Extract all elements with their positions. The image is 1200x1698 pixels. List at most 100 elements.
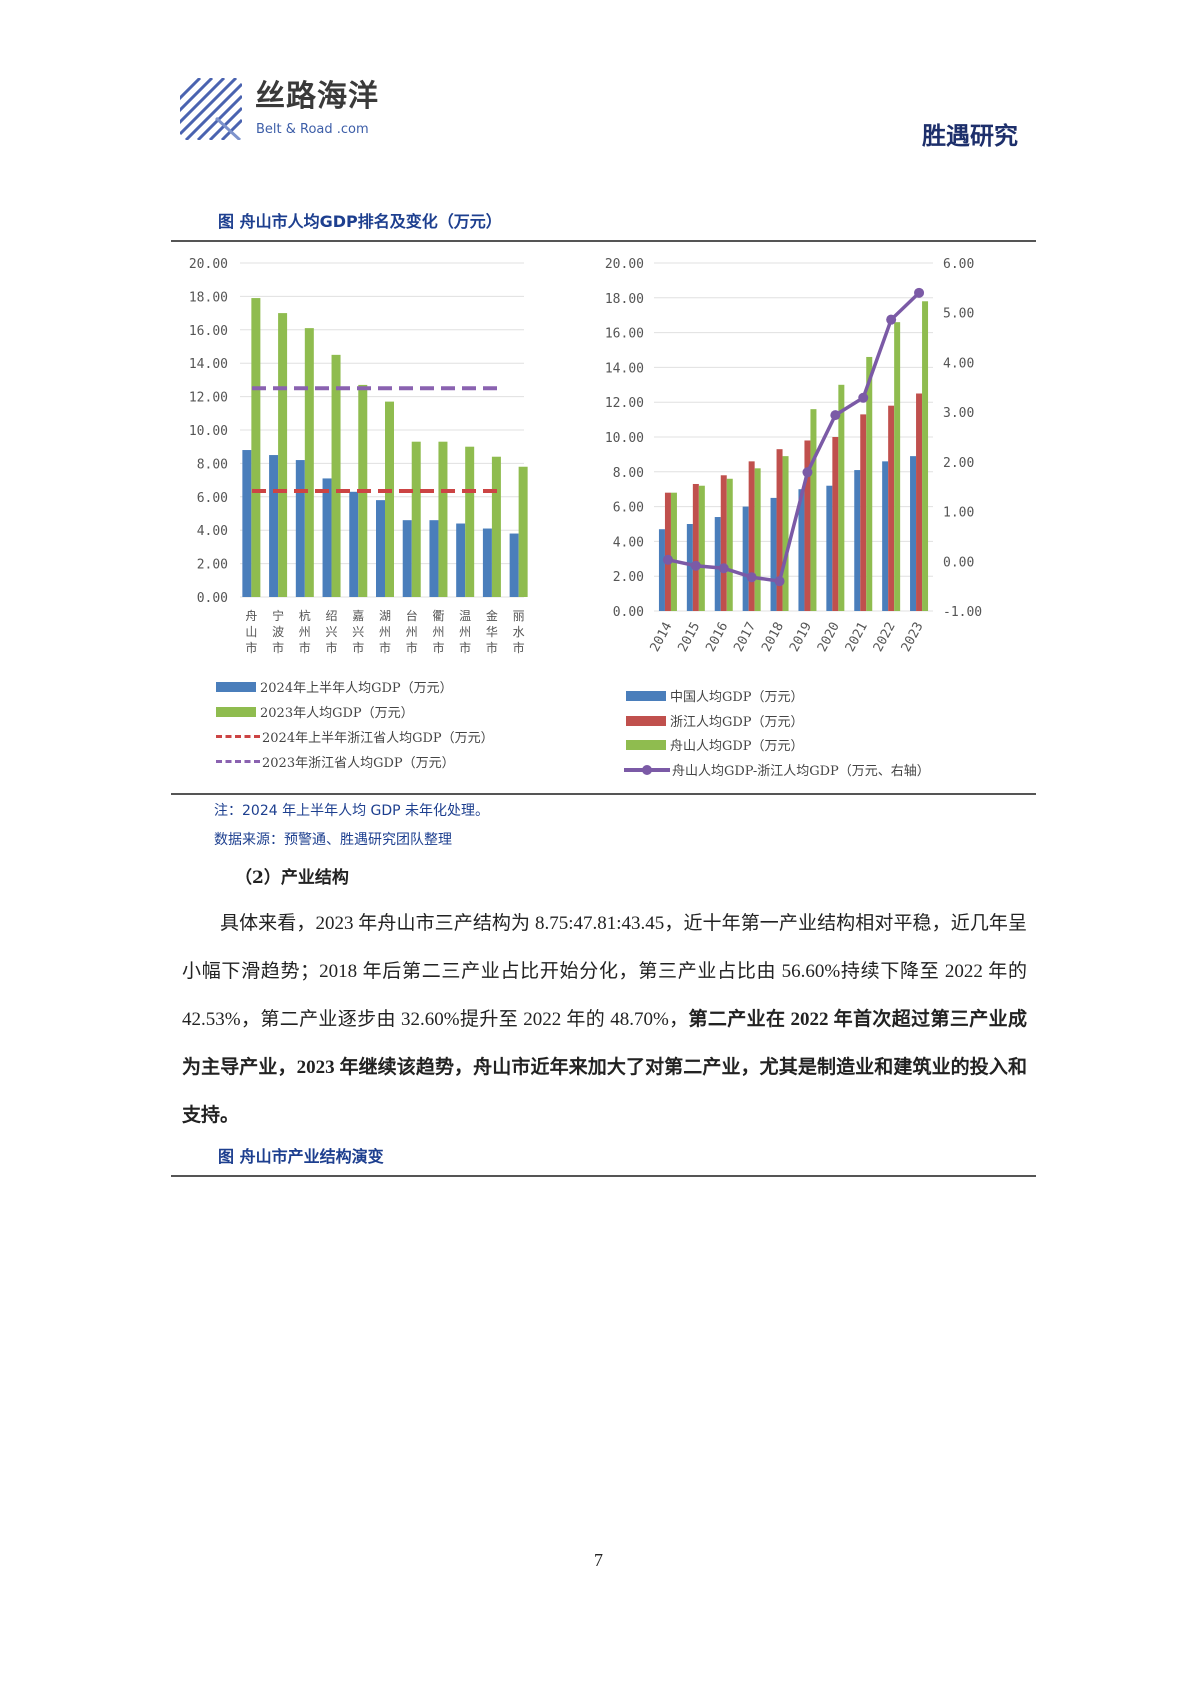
x-tick-label-char: 温 xyxy=(459,609,471,623)
x-tick-label-char: 市 xyxy=(245,640,257,655)
bar-2024h1 xyxy=(242,450,252,597)
logo-english-name: Belt & Road .com xyxy=(256,122,369,137)
bar-zhoushan xyxy=(810,409,817,611)
x-tick-label-char: 杭 xyxy=(299,608,311,623)
logo-chinese-name: 丝路海洋 xyxy=(255,79,379,114)
x-tick-label-char: 台 xyxy=(406,608,418,623)
y-tick-label: 6.00 xyxy=(197,491,228,506)
difference-point xyxy=(802,467,813,478)
bar-zhejiang xyxy=(720,475,727,611)
y-tick-label: 8.00 xyxy=(613,466,644,481)
legend-swatch xyxy=(216,760,260,763)
bar-china xyxy=(798,489,805,611)
bar-zhejiang xyxy=(748,461,755,611)
bar-2024h1 xyxy=(349,491,359,597)
x-tick-label-char: 衢 xyxy=(432,609,444,623)
x-tick-label-char: 绍 xyxy=(326,609,338,623)
bar-2024h1 xyxy=(482,528,492,597)
bar-zhoushan xyxy=(754,468,761,611)
bar-zhoushan xyxy=(922,301,929,611)
section-paragraph: 具体来看，2023 年舟山市三产结构为 8.75:47.81:43.45，近十年… xyxy=(182,900,1027,1140)
y2-tick-label: 0.00 xyxy=(943,555,974,570)
x-tick-label: 2020 xyxy=(815,620,843,655)
bar-2024h1 xyxy=(429,520,439,597)
x-tick-label-char: 市 xyxy=(459,640,471,655)
chart-gdp-trend: 0.00 2.00 4.00 6.00 8.00 10.00 12.00 14.00 16.00… xyxy=(605,257,982,655)
legend-item: 中国人均GDP（万元） xyxy=(626,686,804,705)
bar-zhoushan xyxy=(670,492,677,611)
difference-point xyxy=(662,554,673,565)
chart-city-gdp-ranking: 0.00 2.00 4.00 6.00 8.00 10.00 12.00 14.00 16.00… xyxy=(189,257,528,655)
bar-2023 xyxy=(465,446,475,597)
y-tick-label: 16.00 xyxy=(189,324,228,339)
x-tick-label-char: 嘉 xyxy=(352,609,364,623)
difference-point xyxy=(774,576,785,587)
x-tick-label-char: 市 xyxy=(272,640,284,655)
difference-point xyxy=(690,560,701,571)
legend-swatch xyxy=(626,690,666,701)
figure1-note: 注：2024 年上半年人均 GDP 未年化处理。 xyxy=(214,803,490,819)
bar-zhejiang xyxy=(888,405,895,611)
x-tick-label-char: 市 xyxy=(406,640,418,655)
x-tick-label-char: 兴 xyxy=(326,625,338,639)
bar-zhejiang xyxy=(776,449,783,611)
x-tick-label-char: 市 xyxy=(352,640,364,655)
bar-2023 xyxy=(491,456,501,597)
legend-item: 2023年人均GDP（万元） xyxy=(216,702,414,721)
bar-zhejiang xyxy=(692,483,699,611)
paragraph-bold-text: 第二产业在 2022 年首次超过第三产业成为主导产业，2023 年继续该趋势，舟… xyxy=(182,1009,1027,1126)
y-tick-label: 12.00 xyxy=(605,396,644,411)
bar-china xyxy=(826,485,833,611)
y-tick-label: 4.00 xyxy=(197,524,228,539)
figure1-bottom-rule xyxy=(171,793,1036,795)
legend-label: 2024年上半年浙江省人均GDP（万元） xyxy=(262,731,494,746)
bar-2024h1 xyxy=(456,523,466,597)
difference-point xyxy=(746,572,757,583)
x-tick-label: 2019 xyxy=(787,620,815,655)
x-tick-label-char: 山 xyxy=(245,625,257,639)
x-tick-label-char: 州 xyxy=(432,625,444,639)
legend-label: 舟山人均GDP（万元） xyxy=(670,739,804,754)
y2-tick-label: -1.00 xyxy=(943,605,982,620)
bar-zhejiang xyxy=(832,437,839,611)
y-tick-label: 16.00 xyxy=(605,327,644,342)
difference-point xyxy=(886,314,897,325)
y-tick-label: 14.00 xyxy=(189,357,228,372)
x-tick-label-char: 市 xyxy=(379,640,391,655)
x-tick-label: 2016 xyxy=(703,620,731,655)
y2-tick-label: 5.00 xyxy=(943,307,974,322)
figure2-title: 图 舟山市产业结构演变 xyxy=(218,1147,384,1166)
y-tick-label: 2.00 xyxy=(613,570,644,585)
legend-label: 浙江人均GDP（万元） xyxy=(670,715,804,730)
legend-item: 2024年上半年人均GDP（万元） xyxy=(216,677,453,696)
x-tick-label-char: 丽 xyxy=(513,609,525,623)
x-tick-label: 2023 xyxy=(899,620,927,655)
bar-2024h1 xyxy=(322,478,332,597)
x-tick-label-char: 市 xyxy=(486,640,498,655)
legend-item: 舟山人均GDP-浙江人均GDP（万元、右轴） xyxy=(624,760,930,779)
bar-zhoushan xyxy=(726,478,733,611)
bar-zhejiang xyxy=(804,440,811,611)
x-tick-label-char: 市 xyxy=(513,640,525,655)
legend-item: 2024年上半年浙江省人均GDP（万元） xyxy=(216,727,494,746)
bar-zhejiang xyxy=(664,492,671,611)
legend-item: 舟山人均GDP（万元） xyxy=(626,735,804,754)
bar-china xyxy=(882,461,889,611)
bar-2024h1 xyxy=(269,455,279,597)
x-tick-label: 2014 xyxy=(648,620,676,655)
y-tick-label: 14.00 xyxy=(605,361,644,376)
bar-2023 xyxy=(251,298,261,597)
x-tick-label: 2017 xyxy=(731,620,759,655)
x-tick-label-char: 宁 xyxy=(272,608,284,623)
figure2-top-rule xyxy=(171,1175,1036,1177)
bar-zhoushan xyxy=(838,384,845,611)
x-tick-label: 2015 xyxy=(675,620,703,655)
legend-label: 2024年上半年人均GDP（万元） xyxy=(260,681,453,696)
bar-2023 xyxy=(278,313,288,597)
y-tick-label: 4.00 xyxy=(613,535,644,550)
x-tick-label-char: 华 xyxy=(486,625,498,639)
y-tick-label: 0.00 xyxy=(613,605,644,620)
bar-china xyxy=(742,506,749,611)
brand-name: 胜遇研究 xyxy=(922,122,1018,150)
bar-china xyxy=(770,497,777,611)
